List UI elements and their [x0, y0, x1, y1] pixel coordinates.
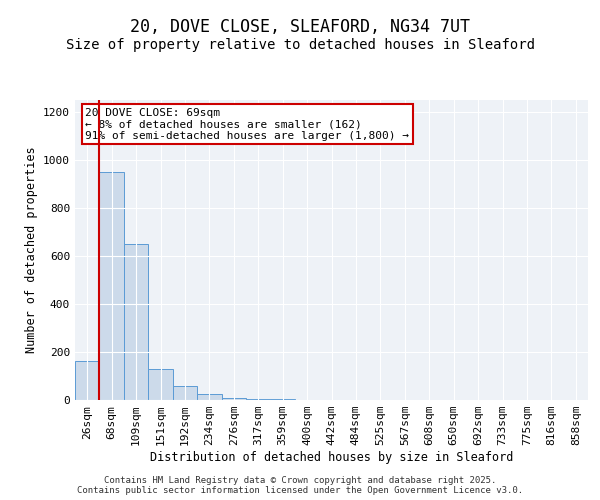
Bar: [197, 394, 221, 400]
Text: 20, DOVE CLOSE, SLEAFORD, NG34 7UT: 20, DOVE CLOSE, SLEAFORD, NG34 7UT: [130, 18, 470, 36]
Text: 20 DOVE CLOSE: 69sqm
← 8% of detached houses are smaller (162)
91% of semi-detac: 20 DOVE CLOSE: 69sqm ← 8% of detached ho…: [85, 108, 409, 140]
Bar: [124, 244, 148, 400]
Y-axis label: Number of detached properties: Number of detached properties: [25, 146, 38, 354]
Bar: [100, 172, 124, 400]
Text: Contains HM Land Registry data © Crown copyright and database right 2025.
Contai: Contains HM Land Registry data © Crown c…: [77, 476, 523, 495]
Bar: [173, 386, 197, 400]
Bar: [221, 398, 246, 400]
X-axis label: Distribution of detached houses by size in Sleaford: Distribution of detached houses by size …: [150, 451, 513, 464]
Bar: [148, 369, 173, 400]
Text: Size of property relative to detached houses in Sleaford: Size of property relative to detached ho…: [65, 38, 535, 52]
Bar: [246, 399, 271, 400]
Bar: [75, 361, 100, 400]
